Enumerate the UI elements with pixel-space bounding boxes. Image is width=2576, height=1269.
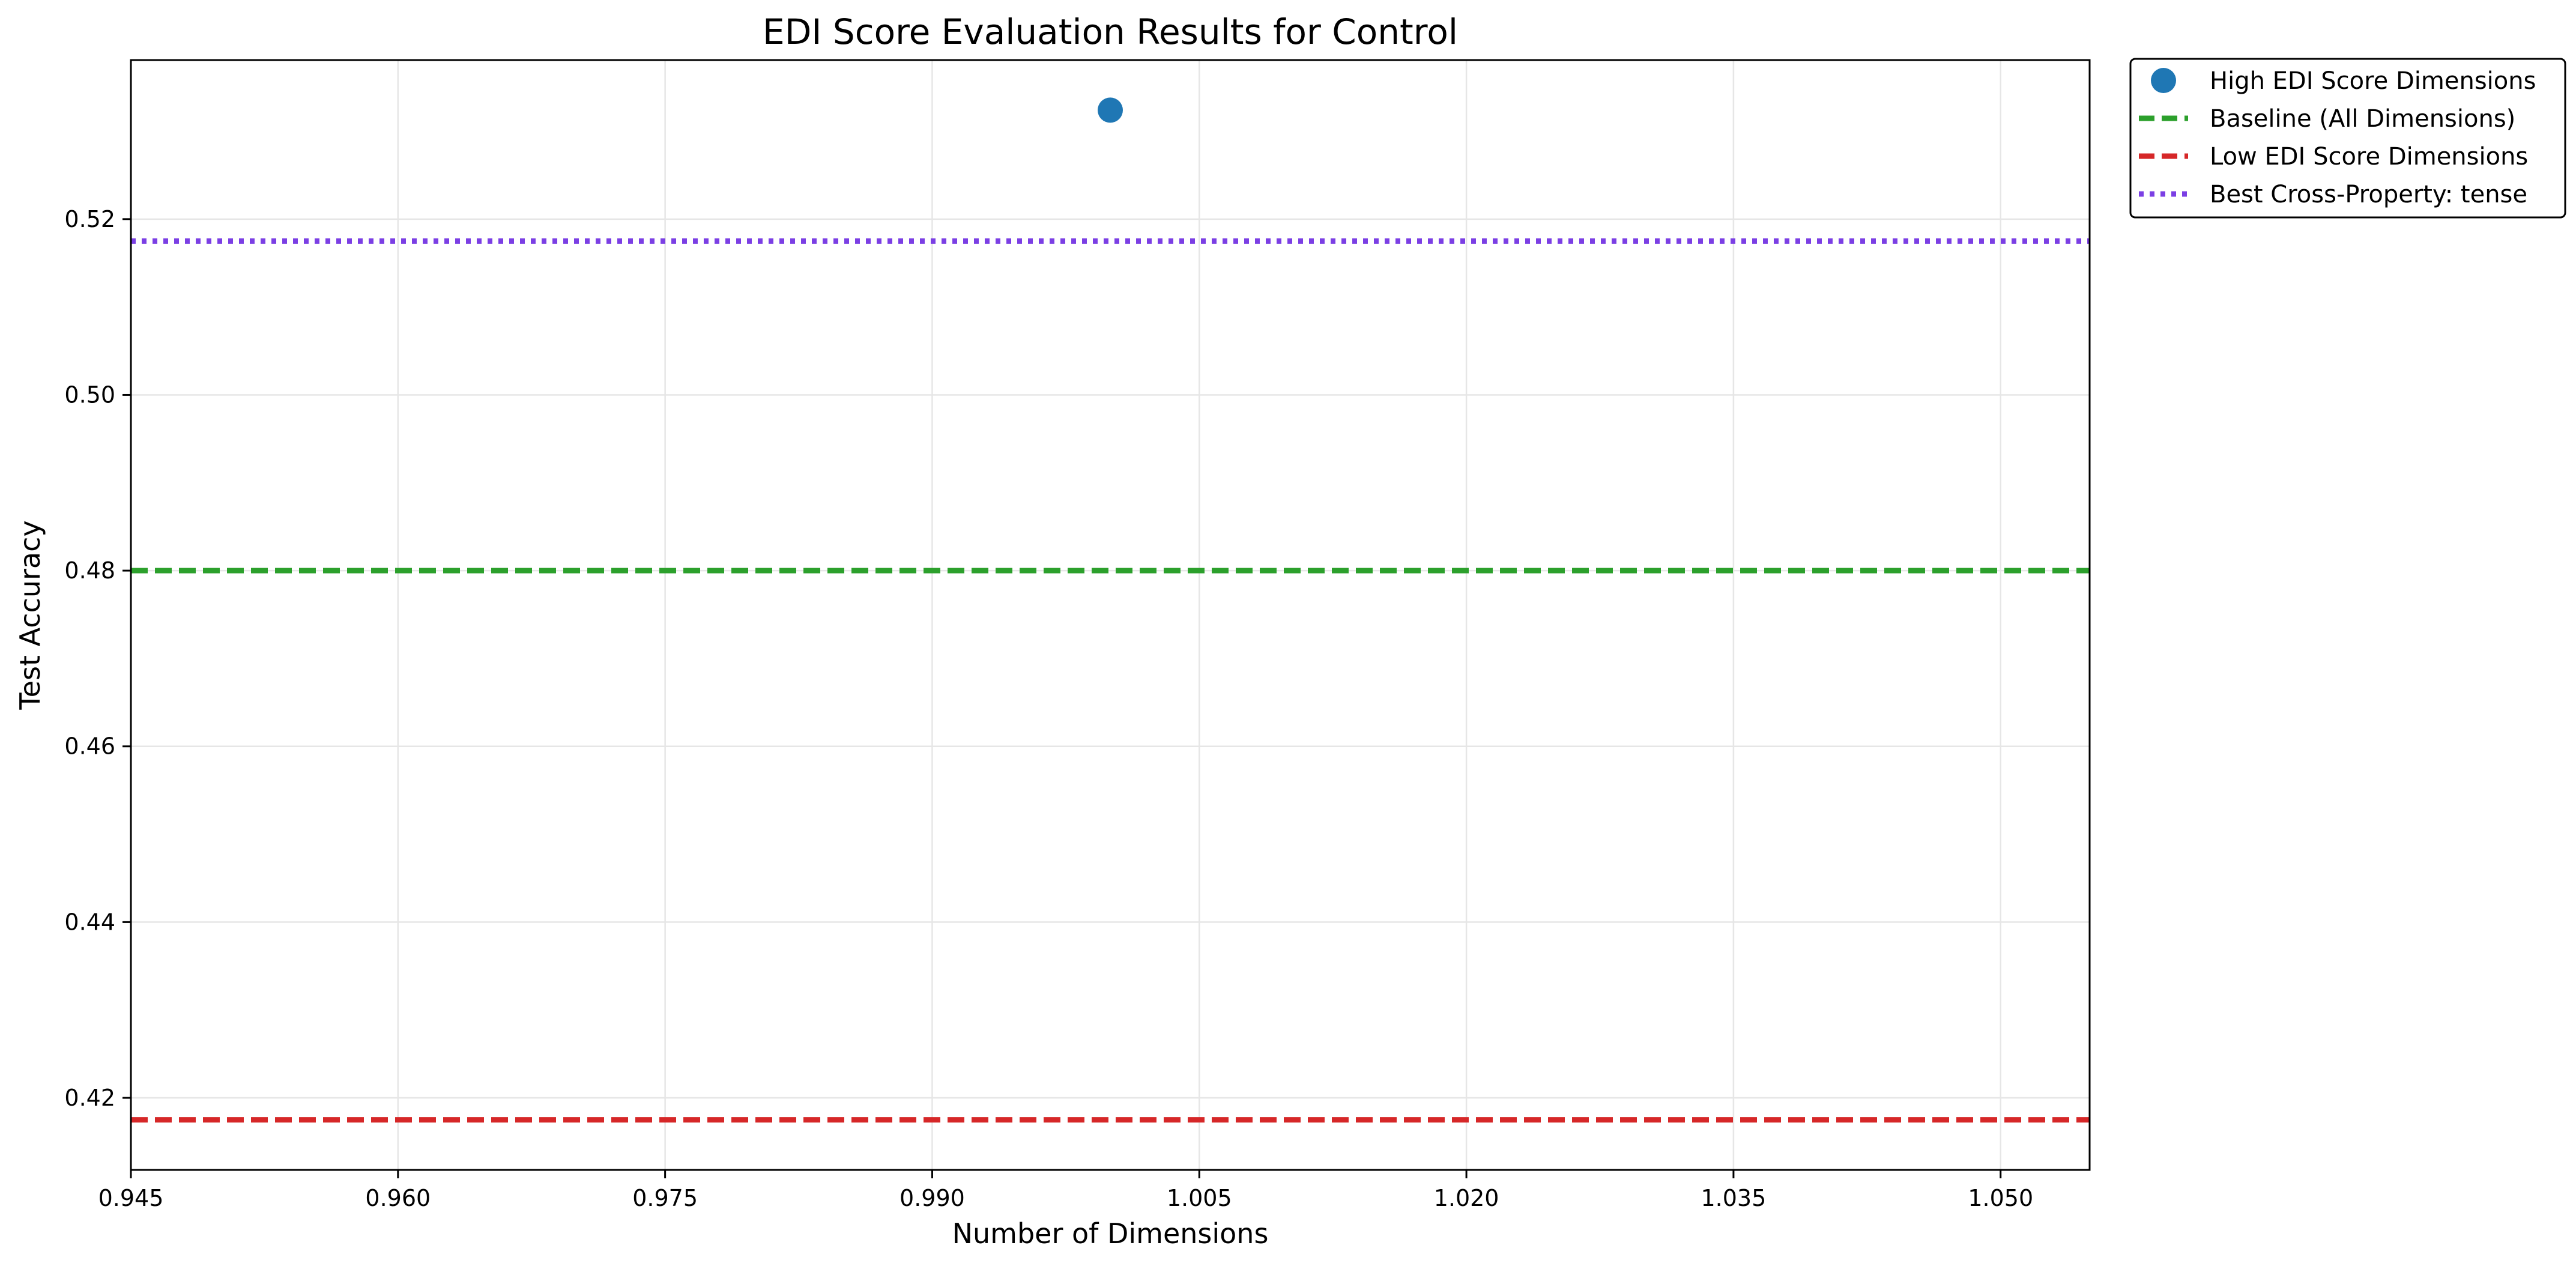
x-tick-label: 1.005 [1167, 1185, 1232, 1211]
x-axis: 0.945 0.960 0.975 0.990 1.005 1.020 1.035 1.050 [98, 1170, 2033, 1211]
legend-marker [2151, 68, 2176, 93]
x-tick-label: 1.020 [1434, 1185, 1499, 1211]
x-tick-label: 0.975 [632, 1185, 698, 1211]
legend-label: Baseline (All Dimensions) [2210, 105, 2515, 133]
scatter-point [1098, 97, 1123, 123]
y-tick-label: 0.42 [64, 1085, 115, 1111]
x-axis-label: Number of Dimensions [952, 1217, 1269, 1250]
x-tick-label: 1.050 [1968, 1185, 2033, 1211]
y-tick-label: 0.52 [64, 206, 115, 232]
legend: High EDI Score Dimensions Baseline (All D… [2129, 58, 2566, 219]
x-tick-label: 0.945 [98, 1185, 164, 1211]
series-layer [131, 97, 2090, 1123]
y-tick-label: 0.44 [64, 909, 115, 935]
y-axis-label: Test Accuracy [14, 520, 46, 710]
x-tick-label: 0.990 [899, 1185, 965, 1211]
y-axis: 0.42 0.44 0.46 0.48 0.50 0.52 [64, 206, 131, 1111]
plot-frame [130, 59, 2091, 1171]
plot-background [131, 60, 2090, 1170]
y-tick-label: 0.48 [64, 557, 115, 584]
legend-label: Best Cross-Property: tense [2210, 181, 2527, 208]
x-tick-label: 0.960 [365, 1185, 431, 1211]
y-tick-label: 0.50 [64, 381, 115, 408]
legend-label: High EDI Score Dimensions [2210, 67, 2536, 95]
x-tick-label: 1.035 [1701, 1185, 1767, 1211]
chart-title: EDI Score Evaluation Results for Control [763, 11, 1458, 52]
legend-label: Low EDI Score Dimensions [2210, 143, 2528, 171]
y-tick-label: 0.46 [64, 733, 115, 760]
legend-frame [2129, 58, 2566, 219]
